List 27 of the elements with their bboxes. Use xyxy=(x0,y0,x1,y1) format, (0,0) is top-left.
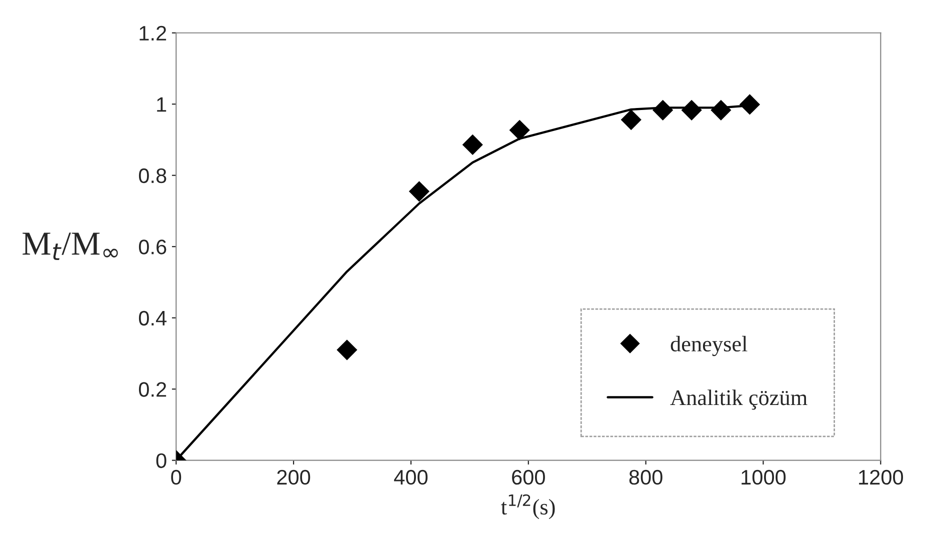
x-tick-label: 0 xyxy=(171,470,182,485)
x-tick-label: 600 xyxy=(512,470,545,485)
y-tick-label: 0.8 xyxy=(138,168,166,184)
point xyxy=(408,181,430,202)
point xyxy=(620,109,642,130)
point xyxy=(710,100,732,120)
y-tick-label: 0 xyxy=(156,453,166,468)
y-tick-label: 0.2 xyxy=(138,382,166,397)
x-tick-label: 200 xyxy=(277,470,310,485)
legend-label: Analitik çözüm xyxy=(670,390,808,410)
x-tick-label: 400 xyxy=(394,470,428,485)
y-tick-label: 1.2 xyxy=(140,26,166,40)
point xyxy=(739,94,760,115)
point xyxy=(336,340,358,360)
point xyxy=(652,100,674,120)
x-tick-label: 800 xyxy=(629,470,662,485)
x-tick-label: 1000 xyxy=(742,470,786,485)
y-tick-label: 1 xyxy=(157,97,166,112)
point xyxy=(509,120,530,140)
x-tick-label: 1200 xyxy=(859,470,904,485)
point xyxy=(462,134,483,156)
legend-label: deneysel xyxy=(670,336,748,356)
y-axis-title: M$_{t}$/M$_{∞}$ xyxy=(22,232,118,260)
point xyxy=(681,100,702,120)
x-axis-title: t$^{1/2}$(s) xyxy=(501,494,555,520)
y-tick-label: 0.6 xyxy=(138,240,166,254)
y-tick-label: 0.4 xyxy=(138,310,166,326)
